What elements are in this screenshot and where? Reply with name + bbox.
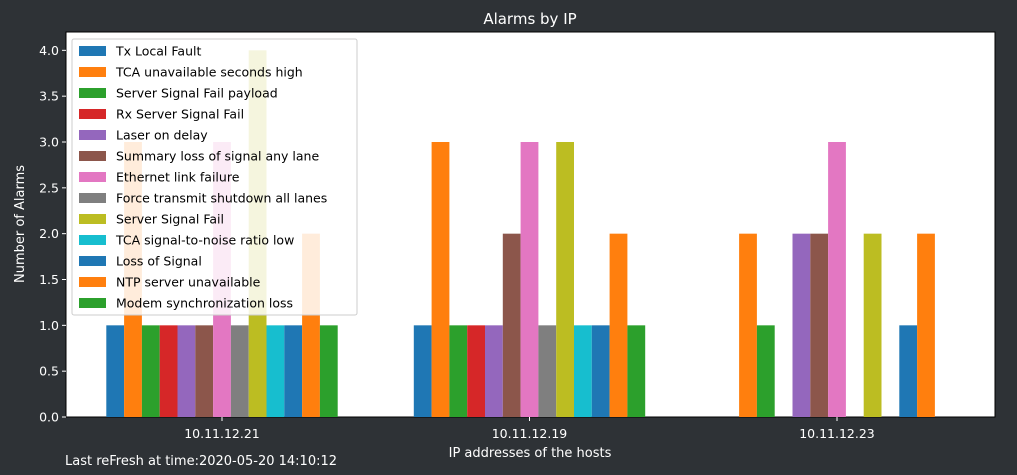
legend-label: Ethernet link failure [116, 170, 240, 185]
bar [556, 142, 574, 417]
bar [413, 325, 432, 417]
legend-swatch [79, 109, 106, 119]
legend-swatch [79, 172, 106, 182]
legend-swatch [79, 214, 106, 224]
x-tick-label: 10.11.12.21 [184, 426, 260, 441]
legend-swatch [79, 256, 106, 266]
legend-label: NTP server unavailable [116, 275, 261, 290]
bar [485, 325, 503, 417]
legend-label: Tx Local Fault [115, 44, 201, 59]
legend-label: TCA unavailable seconds high [115, 65, 303, 80]
bar [899, 325, 918, 417]
y-tick-label: 1.5 [39, 272, 59, 287]
bar [828, 142, 846, 417]
bar [917, 233, 935, 417]
y-tick-label: 3.5 [39, 89, 59, 104]
bar [609, 233, 628, 417]
legend-swatch [79, 88, 106, 98]
bar [591, 325, 610, 417]
bar [756, 325, 775, 417]
bar [266, 325, 285, 417]
x-tick-label: 10.11.12.23 [799, 426, 875, 441]
legend-label: Server Signal Fail [116, 212, 224, 227]
legend-swatch [79, 67, 106, 77]
y-tick-label: 1.0 [39, 318, 59, 333]
y-tick-label: 0.0 [39, 410, 59, 425]
y-tick-label: 3.0 [39, 135, 59, 150]
bar [627, 325, 646, 417]
legend-swatch [79, 235, 106, 245]
legend-label: Laser on delay [116, 128, 208, 143]
legend-label: Loss of Signal [116, 254, 202, 269]
bar [538, 325, 557, 417]
y-tick-label: 2.0 [39, 226, 59, 241]
bar [195, 325, 214, 417]
bar [319, 325, 338, 417]
bar [574, 325, 592, 417]
bar [141, 325, 160, 417]
legend: Tx Local Fault TCA unavailable seconds hi… [71, 38, 358, 316]
legend-label: Server Signal Fail payload [116, 86, 278, 101]
legend-swatch [79, 130, 106, 140]
legend-swatch [79, 277, 106, 287]
legend-label: Rx Server Signal Fail [116, 107, 244, 122]
bar [431, 142, 450, 417]
y-axis-label: Number of Alarms [13, 165, 28, 283]
y-tick-label: 0.5 [39, 364, 59, 379]
legend-swatch [79, 151, 106, 161]
bar [177, 325, 196, 417]
x-axis-label: IP addresses of the hosts [449, 446, 612, 461]
bars-layer [106, 50, 935, 417]
bar [810, 233, 829, 417]
x-tick-label: 10.11.12.19 [492, 426, 568, 441]
bar [230, 325, 249, 417]
bar [284, 325, 303, 417]
bar [792, 233, 811, 417]
last-refresh-text: Last reFresh at time:2020-05-20 14:10:12 [65, 454, 338, 469]
bar [863, 233, 882, 417]
y-tick-label: 4.0 [39, 43, 59, 58]
bar [502, 233, 521, 417]
chart-title: Alarms by IP [483, 10, 576, 28]
bar [159, 325, 178, 417]
legend-swatch [79, 193, 106, 203]
legend-label: TCA signal-to-noise ratio low [115, 233, 294, 248]
bar [467, 325, 485, 417]
bar [739, 233, 757, 417]
bar [106, 325, 125, 417]
y-axis: 0.0 0.5 1.0 1.5 2.0 2.5 3.0 3.5 4.0 [39, 43, 66, 425]
legend-label: Modem synchronization loss [116, 296, 293, 311]
legend-swatch [79, 298, 106, 308]
bar [449, 325, 468, 417]
legend-label: Force transmit shutdown all lanes [116, 191, 327, 206]
bar [520, 142, 539, 417]
legend-label: Summary loss of signal any lane [116, 149, 319, 164]
legend-frame [71, 38, 358, 316]
legend-swatch [79, 46, 106, 56]
y-tick-label: 2.5 [39, 180, 59, 195]
x-axis: 10.11.12.21 10.11.12.19 10.11.12.23 [184, 417, 875, 441]
